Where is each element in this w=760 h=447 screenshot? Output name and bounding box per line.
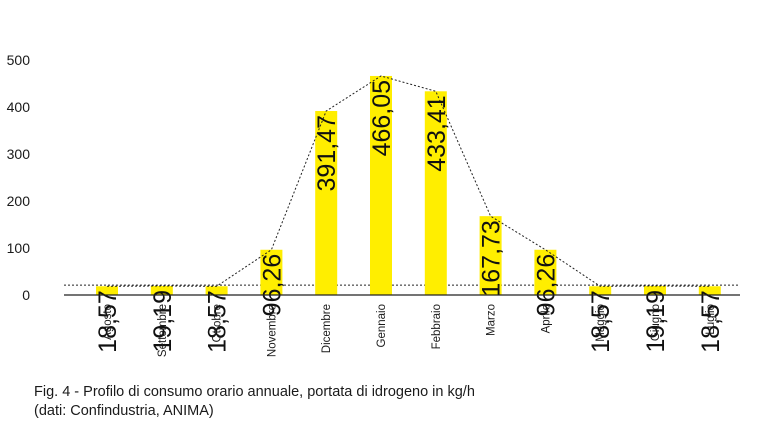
bars-group xyxy=(96,75,721,296)
bar-gennaio xyxy=(370,75,392,295)
bar-ottobre xyxy=(205,286,228,295)
y-axis: 0 100 200 300 400 500 xyxy=(7,52,31,303)
caption-source: (dati: Confindustria, ANIMA) xyxy=(34,403,214,419)
trend-line xyxy=(106,75,710,287)
x-tick-label: Novembre xyxy=(266,304,278,357)
y-tick-label: 100 xyxy=(7,240,31,256)
x-axis: Agosto Settembre Ottobre Novembre Dicembre Ge… xyxy=(64,294,740,357)
bar-settembre xyxy=(150,285,173,295)
caption-title: Fig. 4 - Profilo di consumo orario annua… xyxy=(34,384,475,400)
x-tick-label: Dicembre xyxy=(321,304,333,353)
bar-aprile xyxy=(534,249,557,295)
value-label: 18,57 xyxy=(697,290,725,353)
value-label: 18,57 xyxy=(204,290,232,353)
x-tick-label: Febbraio xyxy=(431,304,443,349)
x-tick-label: Giugno xyxy=(650,304,662,341)
x-tick-label: Maggio xyxy=(595,304,607,342)
value-label: 433,41 xyxy=(423,95,451,171)
y-tick-label: 0 xyxy=(22,287,30,303)
y-tick-label: 500 xyxy=(7,52,31,68)
bar-maggio xyxy=(589,286,612,295)
bar-agosto xyxy=(96,286,118,295)
value-label: 466,05 xyxy=(368,80,396,156)
bar-luglio xyxy=(698,286,721,295)
value-label: 18,57 xyxy=(587,290,615,353)
x-tick-label: Luglio xyxy=(705,304,717,335)
bar-giugno xyxy=(644,285,666,295)
x-tick-label: Settembre xyxy=(157,304,169,357)
x-tick-label: Gennaio xyxy=(376,304,388,347)
value-label: 19,19 xyxy=(642,290,670,353)
bar-marzo xyxy=(479,216,502,295)
bar-novembre xyxy=(260,249,283,295)
bar-febbraio xyxy=(424,91,447,295)
x-tick-label: Marzo xyxy=(486,304,498,336)
value-label: 167,73 xyxy=(478,220,506,296)
y-tick-label: 300 xyxy=(7,146,31,162)
consumption-bar-chart: 0 100 200 300 400 500 18,57 19,19 18,57 96,26 391… xyxy=(7,52,740,357)
value-label: 96,26 xyxy=(532,254,560,317)
trend-line-group xyxy=(106,75,710,287)
x-tick-label: Ottobre xyxy=(212,304,224,342)
x-tick-label: Aprile xyxy=(540,304,552,333)
value-label: 96,26 xyxy=(258,254,286,317)
value-label: 18,57 xyxy=(94,290,122,353)
figure-caption: Fig. 4 - Profilo di consumo orario annua… xyxy=(34,383,734,421)
y-tick-label: 200 xyxy=(7,193,31,209)
bar-dicembre xyxy=(315,111,338,296)
value-labels-group: 18,57 19,19 18,57 96,26 391,47 466,05 433,41 16… xyxy=(94,80,725,353)
x-tick-label: Agosto xyxy=(102,304,114,340)
value-label: 391,47 xyxy=(313,115,341,191)
value-label: 19,19 xyxy=(149,290,177,353)
y-tick-label: 400 xyxy=(7,99,31,115)
